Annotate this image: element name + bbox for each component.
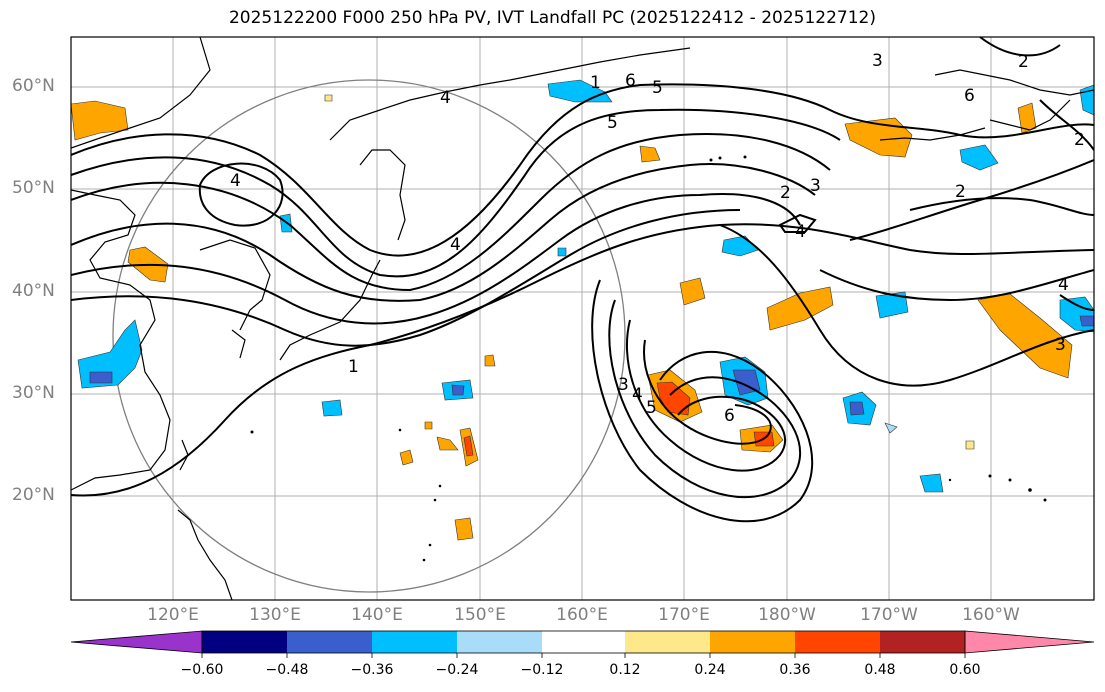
lat-label-50n: 50°N: [12, 178, 55, 198]
contour-label: 4: [795, 222, 806, 242]
map-border: [70, 36, 1095, 601]
colorbar-segment: [372, 631, 457, 653]
colorbar-segment: [287, 631, 372, 653]
lon-label-150e: 150°E: [454, 605, 506, 625]
lat-label-40n: 40°N: [12, 281, 55, 301]
contour-label: 4: [632, 385, 643, 405]
contour-label: 6: [964, 86, 975, 106]
colorbar-segment: [795, 631, 880, 653]
contour-label: 4: [230, 171, 241, 191]
colorbar-tick-label: −0.24: [435, 662, 479, 678]
colorbar-tick-label: −0.12: [520, 662, 564, 678]
contour-label: 3: [618, 375, 629, 395]
coastlines: [71, 37, 1094, 600]
contour-label: 1: [590, 73, 601, 93]
contour-label: 3: [810, 176, 821, 196]
ivt-contours: [71, 37, 1094, 523]
contour-label: 2: [1018, 52, 1029, 72]
colorbar-tick-label: 0.36: [779, 662, 811, 678]
colorbar-segment: [457, 631, 542, 653]
contour-label: 4: [450, 235, 461, 255]
colorbar-segment: [542, 631, 625, 653]
landfall-region-circle: [112, 79, 626, 593]
lon-label-160e: 160°E: [556, 605, 608, 625]
contour-label: 3: [1055, 335, 1066, 355]
colorbar: [70, 630, 1095, 658]
colorbar-segment: [710, 631, 795, 653]
small-islands: [250, 155, 1047, 562]
colorbar-tick-label: −0.48: [265, 662, 309, 678]
colorbar-segment: [880, 631, 965, 653]
map-title: 2025122200 F000 250 hPa PV, IVT Landfall…: [228, 8, 876, 28]
contour-label: 4: [440, 88, 451, 108]
lon-label-140e: 140°E: [351, 605, 403, 625]
colorbar-segment: [202, 631, 287, 653]
lon-label-160w: 160°W: [962, 605, 1020, 625]
contour-label: 5: [652, 78, 663, 98]
colorbar-tick-label: 0.48: [864, 662, 896, 678]
contour-label: 3: [872, 51, 883, 71]
lon-label-170w: 170°W: [860, 605, 918, 625]
colorbar-tick-label: −0.60: [180, 662, 224, 678]
colorbar-tick-label: 0.24: [694, 662, 726, 678]
lat-label-30n: 30°N: [12, 383, 55, 403]
lat-label-20n: 20°N: [12, 485, 55, 505]
lat-label-60n: 60°N: [12, 76, 55, 96]
contour-label: 6: [724, 406, 735, 426]
colorbar-tick-label: 0.60: [949, 662, 981, 678]
colorbar-tick-label: −0.36: [350, 662, 394, 678]
contour-label: 2: [780, 183, 791, 203]
contour-label: 5: [607, 113, 618, 133]
lon-label-130e: 130°E: [249, 605, 301, 625]
contour-label: 2: [1074, 130, 1085, 150]
colorbar-tick-label: 0.12: [609, 662, 641, 678]
contour-label-group: 1 2 3 4 5 6 1 2 3 4 2 2 3 4 3 4 5 6 6 5 …: [230, 51, 1085, 426]
colorbar-extend-low: [70, 630, 203, 654]
contour-label: 5: [646, 398, 657, 418]
contour-label: 1: [348, 357, 359, 377]
colorbar-segment: [625, 631, 710, 653]
lon-label-120e: 120°E: [147, 605, 199, 625]
contour-label: 4: [1058, 275, 1069, 295]
lon-label-180w: 180°W: [758, 605, 816, 625]
contour-label: 2: [955, 182, 966, 202]
colorbar-extend-high: [964, 630, 1095, 654]
contour-label: 6: [625, 71, 636, 91]
lon-label-170e: 170°E: [658, 605, 710, 625]
